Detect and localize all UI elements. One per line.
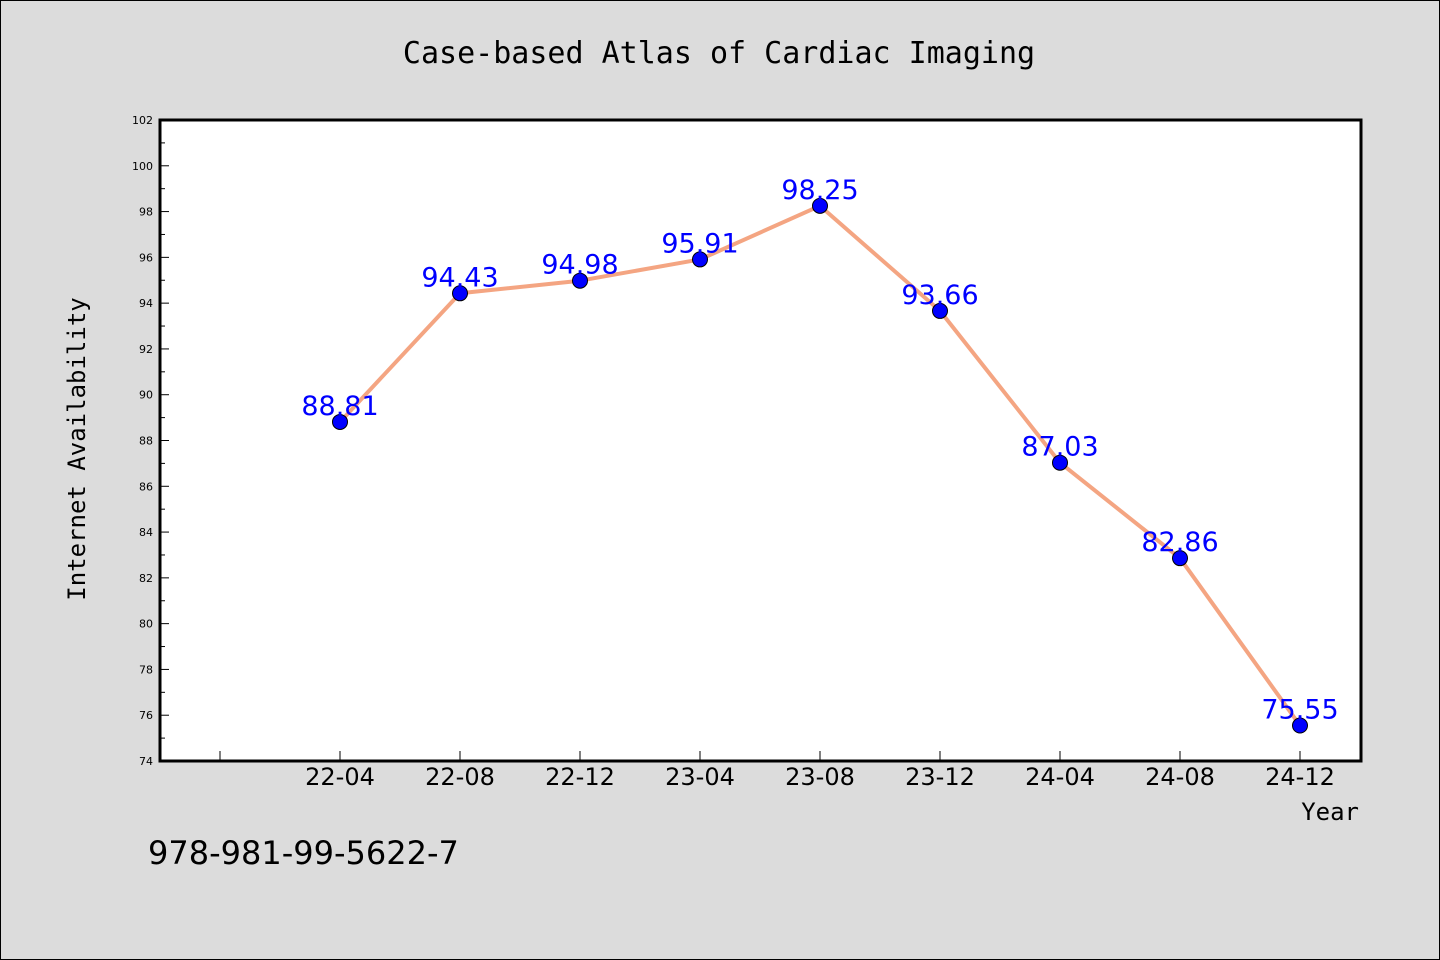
data-point-marker [452, 285, 468, 302]
y-axis-label: Internet Availability [63, 297, 91, 600]
x-tick-label: 24-08 [1145, 763, 1215, 791]
y-tick-label: 92 [139, 343, 153, 356]
y-tick-label: 74 [139, 755, 153, 768]
y-tick-label: 80 [139, 618, 153, 631]
plot-area [160, 120, 1361, 761]
data-label: 75.55 [1261, 695, 1338, 726]
x-tick-label: 22-04 [305, 763, 375, 791]
x-tick-label: 23-04 [665, 763, 735, 791]
x-tick-label: 22-08 [425, 763, 495, 791]
x-tick-label: 23-08 [785, 763, 855, 791]
x-axis-label: Year [1301, 798, 1359, 826]
data-labels: 88.81 94.43 94.98 95.91 98.25 93.66 87.03 82.86… [301, 175, 1338, 726]
x-axis: 22-04 22-08 22-12 23-04 23-08 23-12 24-04 24-08… [219, 751, 1335, 791]
data-point-marker [332, 413, 348, 430]
data-point-marker [572, 272, 588, 289]
x-tick-label: 22-12 [545, 763, 615, 791]
y-tick-label: 78 [139, 663, 153, 676]
y-tick-label: 82 [139, 572, 153, 585]
y-tick-label: 88 [139, 435, 153, 448]
data-point-marker [1052, 454, 1068, 471]
y-tick-label: 96 [139, 251, 153, 264]
data-point-marker [932, 302, 948, 319]
data-point-marker [692, 251, 708, 268]
chart-title: Case-based Atlas of Cardiac Imaging [403, 36, 1035, 71]
y-tick-label: 90 [139, 389, 153, 402]
data-label: 94.43 [421, 262, 498, 293]
data-label: 93.66 [901, 280, 978, 311]
data-label: 87.03 [1021, 432, 1098, 463]
data-label: 94.98 [541, 250, 618, 281]
data-label: 95.91 [661, 228, 738, 259]
x-tick-label: 23-12 [905, 763, 975, 791]
data-label: 88.81 [301, 391, 378, 422]
data-label: 98.25 [781, 175, 858, 206]
isbn-text: 978-981-99-5622-7 [148, 834, 459, 872]
y-tick-label: 94 [139, 297, 153, 310]
y-tick-label: 102 [132, 114, 153, 127]
data-label: 82.86 [1141, 527, 1218, 558]
series-line [332, 197, 1308, 734]
y-tick-label: 100 [132, 160, 153, 173]
y-tick-label: 86 [139, 480, 153, 493]
data-point-marker [1172, 550, 1188, 567]
plot-frame [158, 118, 1363, 763]
x-tick-label: 24-12 [1265, 763, 1335, 791]
x-tick-label: 24-04 [1025, 763, 1095, 791]
data-point-marker [812, 197, 828, 214]
y-tick-label: 76 [139, 709, 153, 722]
data-point-marker [1292, 717, 1308, 734]
y-tick-label: 84 [139, 526, 153, 539]
y-tick-label: 98 [139, 206, 153, 219]
